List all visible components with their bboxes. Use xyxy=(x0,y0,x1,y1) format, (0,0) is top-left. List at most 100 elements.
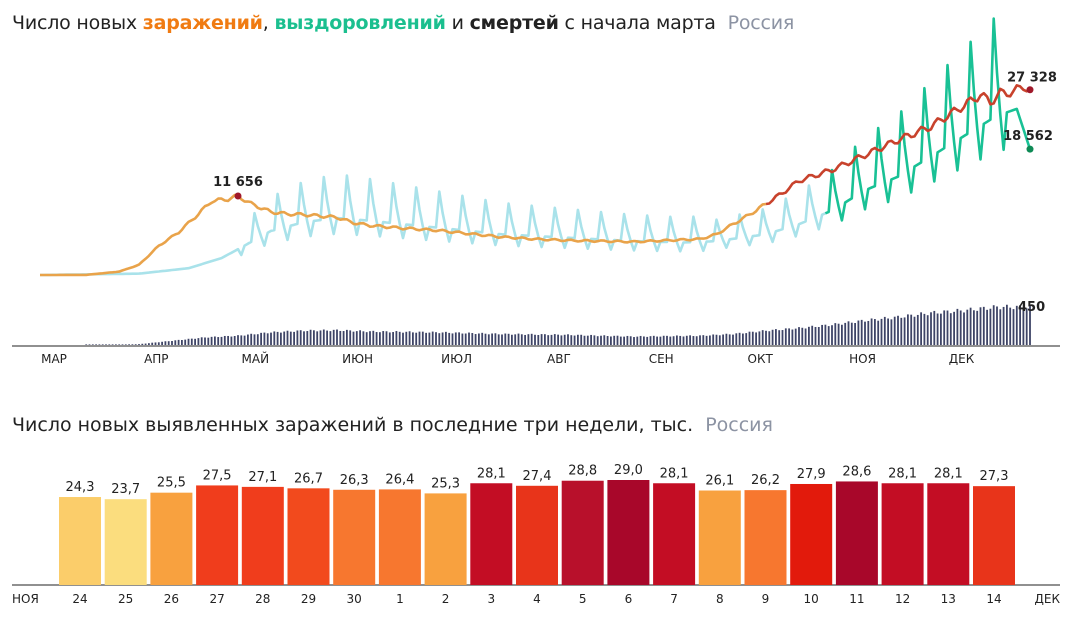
deaths-bar xyxy=(596,336,599,345)
month-tick-label: СЕН xyxy=(649,352,674,366)
deaths-bar xyxy=(428,332,431,345)
deaths-bar xyxy=(1019,305,1021,345)
deaths-bar xyxy=(85,344,88,345)
deaths-bar xyxy=(953,311,955,345)
deaths-bar xyxy=(567,334,569,345)
deaths-bar xyxy=(1002,306,1005,345)
line-chart: МАР АПР МАЙ ИЮН ИЮЛ АВГ СЕН ОКТ НОЯ ДЕК 450 11 656 2… xyxy=(12,17,1060,366)
deaths-bar xyxy=(877,320,880,345)
deaths-bar xyxy=(999,309,1002,345)
deaths-bar xyxy=(550,334,553,345)
deaths-bar xyxy=(223,335,226,345)
deaths-bar xyxy=(372,330,375,345)
title2-text: Число новых выявленных заражений в после… xyxy=(12,414,694,436)
bar-day-label: 14 xyxy=(986,592,1001,606)
deaths-bar xyxy=(814,326,817,345)
deaths-bar xyxy=(959,310,962,345)
bar xyxy=(287,488,330,585)
deaths-bar xyxy=(247,334,249,345)
deaths-bar xyxy=(174,340,177,345)
deaths-bar xyxy=(685,335,688,345)
deaths-bar xyxy=(643,336,645,345)
deaths-bar xyxy=(860,319,863,345)
deaths-bar xyxy=(662,335,665,345)
deaths-bar xyxy=(926,315,929,345)
deaths-bar xyxy=(141,343,144,345)
deaths-bar xyxy=(788,328,790,345)
bar-edge-left-label: НОЯ xyxy=(12,592,39,606)
deaths-bar xyxy=(405,331,408,345)
deaths-bar xyxy=(722,334,724,345)
bar-value-label: 25,5 xyxy=(157,476,186,491)
bar-day-label: 3 xyxy=(487,592,495,606)
deaths-bar xyxy=(306,331,309,345)
deaths-bar xyxy=(190,338,193,345)
deaths-bar xyxy=(207,337,210,345)
deaths-bar xyxy=(784,328,787,345)
deaths-bar xyxy=(1006,304,1008,345)
deaths-bar xyxy=(332,329,335,345)
deaths-bar xyxy=(705,335,708,345)
bar-value-label: 27,3 xyxy=(980,469,1009,484)
deaths-bar xyxy=(824,324,827,345)
deaths-bar xyxy=(445,331,447,345)
deaths-bar xyxy=(603,335,606,345)
bar-day-label: 28 xyxy=(255,592,270,606)
deaths-bar xyxy=(715,334,718,345)
deaths-bar xyxy=(778,330,781,345)
deaths-bar xyxy=(610,336,612,345)
deaths-bar xyxy=(801,327,804,345)
bar-day-label: 8 xyxy=(716,592,724,606)
deaths-bar xyxy=(303,331,305,345)
month-tick-label: ДЕК xyxy=(949,352,975,366)
deaths-bar xyxy=(827,326,830,345)
deaths-bar xyxy=(893,316,896,345)
deaths-bar xyxy=(821,324,823,345)
deaths-bar xyxy=(854,323,856,345)
deaths-bar xyxy=(520,334,523,345)
deaths-bar xyxy=(537,334,540,345)
deaths-bar xyxy=(342,331,345,345)
deaths-bar xyxy=(227,335,229,345)
deaths-bar xyxy=(382,331,385,345)
deaths-bar xyxy=(88,344,91,345)
deaths-bar xyxy=(1029,305,1031,345)
bar-value-label: 26,2 xyxy=(751,473,780,488)
bar xyxy=(881,483,924,585)
deaths-bar xyxy=(613,335,616,345)
bar xyxy=(790,483,833,585)
deaths-bar xyxy=(527,334,530,345)
deaths-bar xyxy=(817,326,820,345)
deaths-bar xyxy=(890,319,893,345)
deaths-bar xyxy=(187,338,190,345)
bar xyxy=(378,489,421,585)
deaths-bar xyxy=(362,331,365,345)
deaths-bar xyxy=(266,333,269,345)
deaths-bar xyxy=(982,306,985,345)
bar-value-label: 25,3 xyxy=(431,476,460,491)
deaths-bar xyxy=(732,334,734,345)
deaths-bar xyxy=(748,331,751,345)
deaths-bar xyxy=(105,344,107,345)
deaths-bar xyxy=(299,330,302,345)
deaths-bar xyxy=(111,344,114,345)
deaths-bar xyxy=(128,344,130,345)
deaths-bar xyxy=(461,333,464,345)
deaths-bar xyxy=(171,341,173,345)
title-deaths: смертей xyxy=(469,12,559,34)
deaths-bar xyxy=(441,332,444,345)
deaths-bar xyxy=(280,332,282,345)
deaths-bar xyxy=(448,332,451,345)
deaths-bar xyxy=(402,332,404,345)
bar-day-label: 4 xyxy=(533,592,541,606)
deaths-bar xyxy=(154,342,157,345)
deaths-bar xyxy=(943,310,946,345)
deaths-bar xyxy=(217,337,220,345)
bar-value-label: 28,8 xyxy=(568,464,597,479)
chart-title-weekly: Число новых выявленных заражений в после… xyxy=(12,414,773,436)
month-tick-label: НОЯ xyxy=(849,352,876,366)
deaths-bar xyxy=(501,334,503,345)
deaths-bar xyxy=(669,336,672,345)
bar-value-label: 27,4 xyxy=(523,469,552,484)
